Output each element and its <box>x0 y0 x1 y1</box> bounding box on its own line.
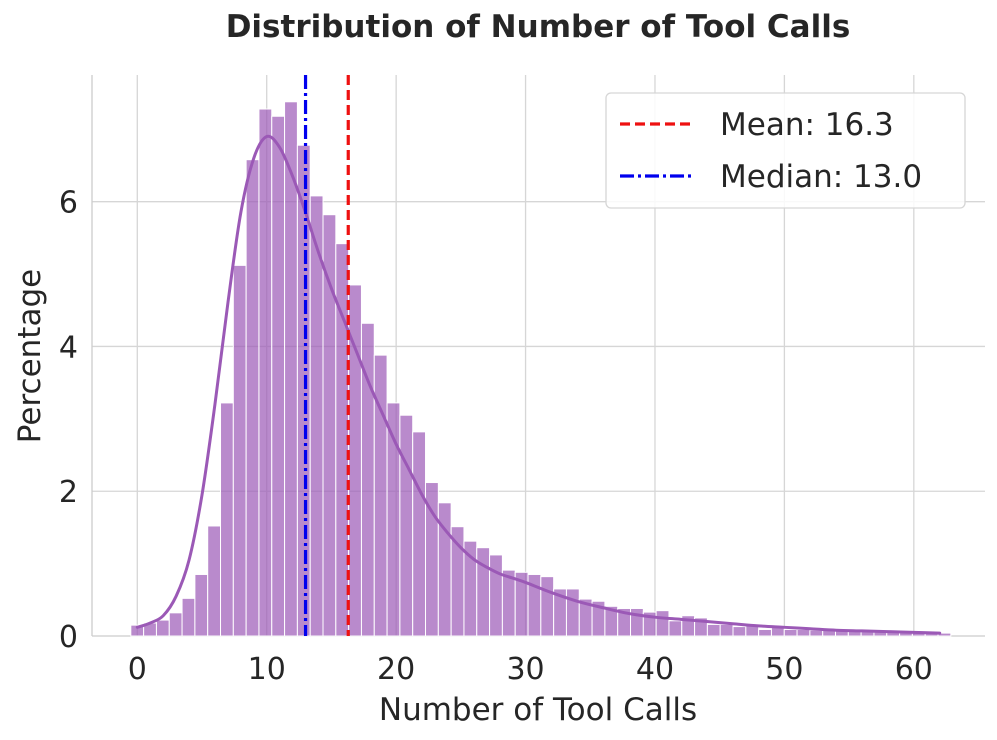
histogram-bar <box>271 115 286 637</box>
x-tick-label: 20 <box>377 652 415 687</box>
histogram-bar <box>181 597 196 637</box>
histogram-bar <box>220 402 234 637</box>
y-axis-label: Percentage <box>12 269 48 443</box>
x-tick-label: 60 <box>895 652 933 687</box>
histogram-bar <box>540 576 555 637</box>
y-tick-label: 0 <box>59 620 78 655</box>
x-tick-label: 0 <box>128 652 147 687</box>
histogram-bar <box>258 108 273 637</box>
histogram-bar <box>207 525 222 637</box>
chart-title: Distribution of Number of Tool Calls <box>226 9 851 45</box>
y-tick-label: 4 <box>59 330 78 365</box>
histogram-bar <box>655 610 670 637</box>
histogram-bar <box>783 628 798 637</box>
y-tick-labels: 0 2 4 6 <box>59 186 78 655</box>
histogram-bar <box>630 607 644 637</box>
kde-curve <box>135 134 942 635</box>
histogram-bar <box>245 159 260 637</box>
histogram-bar <box>706 623 721 637</box>
histogram-bar <box>399 414 414 637</box>
histogram-bar <box>322 214 337 637</box>
histogram-bar <box>668 620 683 637</box>
histogram-bar <box>501 569 516 637</box>
histogram-bar <box>809 629 824 637</box>
legend-box <box>605 92 966 209</box>
legend-mean-label: Mean: 16.3 <box>720 107 894 143</box>
histogram-bar <box>565 588 580 637</box>
histogram-bar <box>758 628 772 637</box>
legend: Mean: 16.3 Median: 13.0 <box>605 92 966 209</box>
x-tick-label: 10 <box>248 652 286 687</box>
histogram-bar <box>412 431 427 637</box>
x-tick-label: 30 <box>506 652 544 687</box>
histogram-bar <box>155 619 170 637</box>
histogram-bar <box>489 554 503 637</box>
histogram-bar <box>719 623 734 637</box>
histogram-bar <box>796 628 811 637</box>
x-axis-label: Number of Tool Calls <box>379 692 697 728</box>
y-tick-label: 6 <box>59 186 78 221</box>
x-tick-labels: 0 10 20 30 40 50 60 <box>128 652 933 687</box>
x-tick-label: 50 <box>765 652 803 687</box>
histogram-bar <box>168 612 183 637</box>
x-tick-label: 40 <box>636 652 674 687</box>
histogram-bar <box>232 264 247 637</box>
histogram-bar <box>732 626 747 637</box>
legend-median-label: Median: 13.0 <box>720 159 922 195</box>
y-tick-label: 2 <box>59 475 78 510</box>
histogram-bar <box>194 573 209 637</box>
